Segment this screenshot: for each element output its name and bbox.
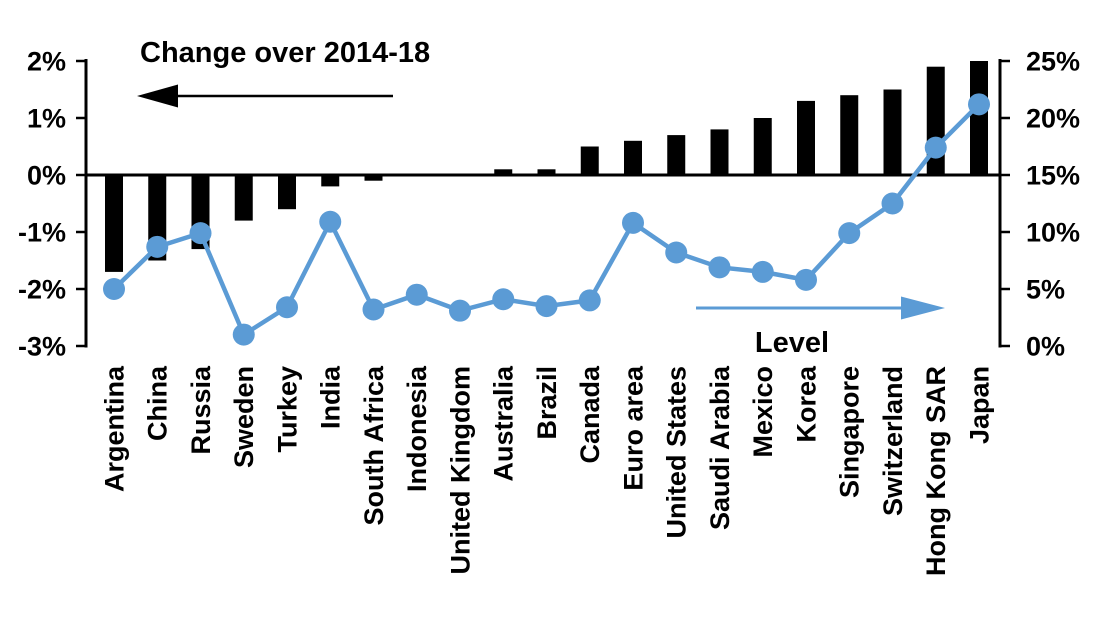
bar <box>840 95 859 175</box>
right-axis-tick-label: 15% <box>1026 161 1080 191</box>
level-marker <box>665 241 688 264</box>
right-axis-tick-label: 5% <box>1026 275 1065 305</box>
category-label: Switzerland <box>878 366 908 516</box>
bar <box>970 61 988 175</box>
category-label: Saudi Arabia <box>705 365 735 530</box>
right-axis-tick-label: 10% <box>1026 218 1080 248</box>
bar <box>624 140 642 175</box>
category-label: Indonesia <box>402 365 432 492</box>
bar <box>278 175 296 210</box>
category-label: Japan <box>964 366 994 444</box>
level-marker <box>751 260 774 283</box>
left-axis-tick-label: 1% <box>27 104 66 134</box>
level-marker <box>924 136 947 159</box>
category-label: China <box>143 365 173 441</box>
category-label: South Africa <box>359 365 389 525</box>
category-label: United Kingdom <box>445 366 475 574</box>
right-axis-tick-label: 20% <box>1026 104 1080 134</box>
left-axis-tick-label: -3% <box>18 332 66 362</box>
level-marker <box>968 93 990 116</box>
level-marker <box>838 222 861 245</box>
category-label: Brazil <box>532 366 562 440</box>
line-series <box>103 93 990 346</box>
level-marker <box>881 192 904 215</box>
bar <box>105 175 123 272</box>
bar <box>321 175 340 187</box>
category-label: Russia <box>186 365 216 455</box>
category-label: Korea <box>791 365 821 443</box>
bar <box>364 175 383 181</box>
bar <box>797 100 815 175</box>
category-label: Argentina <box>99 365 129 492</box>
level-marker <box>362 298 385 321</box>
level-marker <box>103 278 125 300</box>
category-label: Sweden <box>229 366 259 468</box>
arrow-left-icon <box>137 84 393 108</box>
level-marker <box>189 222 212 245</box>
axes: 2% 1% 0% -1% -2% -3% 25% 20% 15% 10% 5% 0% <box>18 47 1080 362</box>
left-axis-tick-label: -1% <box>18 218 66 248</box>
arrow-right-icon <box>696 296 945 320</box>
category-label: Hong Kong SAR <box>921 366 951 576</box>
category-label: Turkey <box>272 366 302 453</box>
bar <box>580 146 599 175</box>
level-marker <box>708 256 731 279</box>
category-label: United States <box>662 366 692 539</box>
category-label: Canada <box>575 365 605 464</box>
level-marker <box>405 283 428 306</box>
category-label: Singapore <box>835 366 865 498</box>
left-axis-tick-label: 2% <box>27 47 66 77</box>
x-axis-labels: Argentina China Russia Sweden Turkey India Sou… <box>99 365 994 576</box>
bar <box>234 175 253 221</box>
level-marker <box>146 235 169 258</box>
level-annotation: Level <box>696 296 945 359</box>
right-axis-tick-label: 0% <box>1026 332 1065 362</box>
level-marker <box>622 211 644 234</box>
category-label: India <box>316 365 346 429</box>
category-label: Mexico <box>748 366 778 458</box>
level-annotation-label: Level <box>755 327 829 359</box>
bar <box>537 169 556 175</box>
level-marker <box>449 299 471 322</box>
left-axis-tick-label: -2% <box>18 275 66 305</box>
level-marker <box>795 268 817 291</box>
level-marker <box>232 323 255 346</box>
bar <box>883 89 902 175</box>
level-marker <box>492 288 515 311</box>
bar <box>494 169 513 175</box>
left-axis-tick-label: 0% <box>27 161 66 191</box>
level-marker <box>535 295 558 318</box>
level-marker <box>319 210 342 233</box>
bar <box>753 118 772 175</box>
category-label: Australia <box>489 365 519 482</box>
change-annotation: Change over 2014-18 <box>137 37 430 108</box>
level-marker <box>276 296 298 319</box>
right-axis-tick-label: 25% <box>1026 47 1080 77</box>
bar <box>710 129 729 175</box>
change-annotation-label: Change over 2014-18 <box>140 37 430 69</box>
level-marker <box>578 289 601 312</box>
category-label: Euro area <box>618 365 648 491</box>
bar <box>667 135 686 175</box>
